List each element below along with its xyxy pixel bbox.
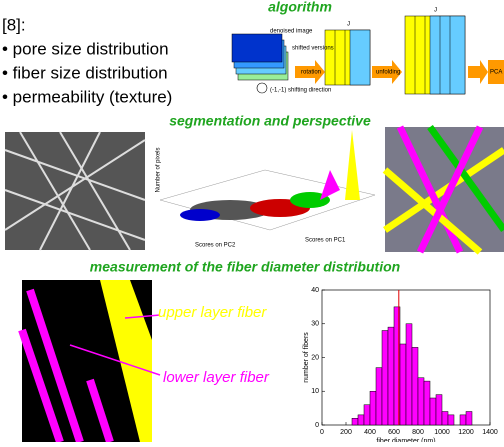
x-tick-label: 1200 — [458, 429, 474, 436]
bar — [460, 415, 466, 425]
label: J — [347, 22, 350, 28]
bullet: • pore size distribution — [2, 39, 169, 58]
sem-image — [5, 132, 145, 250]
x-tick-label: 200 — [340, 429, 352, 436]
bar — [352, 418, 358, 425]
segmentation-title: segmentation and perspective — [169, 113, 371, 129]
label: shifted versions — [292, 46, 334, 52]
y-tick-label: 10 — [311, 388, 319, 395]
page: [8]: • pore size distribution • fiber si… — [0, 0, 504, 442]
axis-label: Scores on PC1 — [305, 238, 346, 244]
x-tick-label: 1000 — [434, 429, 450, 436]
fiber-image — [22, 280, 160, 442]
algorithm-title: algorithm — [268, 0, 332, 15]
x-tick-label: 400 — [364, 429, 376, 436]
bullet: • fiber size distribution — [2, 63, 168, 82]
label: unfolding — [376, 70, 400, 76]
axis-label: Number of pixels — [156, 147, 162, 192]
y-tick-label: 0 — [315, 422, 319, 429]
bar — [430, 398, 436, 425]
y-tick-label: 20 — [311, 354, 319, 361]
annotation: lower layer fiber — [163, 369, 270, 386]
x-tick-label: 1400 — [482, 429, 498, 436]
ref: [8]: — [2, 15, 26, 34]
label: (-1,-1) shifting direction — [270, 88, 331, 94]
x-tick-label: 800 — [412, 429, 424, 436]
measurement-title: measurement of the fiber diameter distri… — [90, 259, 400, 275]
label: denoised image — [270, 29, 313, 35]
bar — [418, 378, 424, 425]
y-axis-label: number of fibers — [303, 332, 310, 383]
segmented-image — [385, 127, 504, 252]
label: rotation — [301, 70, 321, 76]
pc-plot — [160, 130, 375, 230]
bar — [400, 344, 406, 425]
axis-label: Scores on PC2 — [195, 243, 236, 249]
bar — [388, 327, 394, 425]
bar — [358, 415, 364, 425]
annotation: upper layer fiber — [158, 304, 267, 321]
bar — [364, 405, 370, 425]
bar — [424, 381, 430, 425]
bar — [442, 412, 448, 426]
bar — [382, 331, 388, 426]
bar — [412, 347, 418, 425]
bar — [406, 324, 412, 425]
y-tick-label: 30 — [311, 321, 319, 328]
slide: [8]: • pore size distribution • fiber si… — [0, 0, 504, 442]
y-tick-label: 40 — [311, 287, 319, 294]
label: PCA — [490, 70, 502, 76]
bar — [370, 391, 376, 425]
bullet: • permeability (texture) — [2, 87, 172, 106]
bar — [436, 395, 442, 425]
label: J — [434, 8, 437, 14]
bar — [448, 415, 454, 425]
x-axis-label: fiber diameter (nm) — [376, 438, 435, 442]
bar — [376, 368, 382, 425]
x-tick-label: 0 — [320, 429, 324, 436]
bar — [466, 412, 472, 426]
x-tick-label: 600 — [388, 429, 400, 436]
